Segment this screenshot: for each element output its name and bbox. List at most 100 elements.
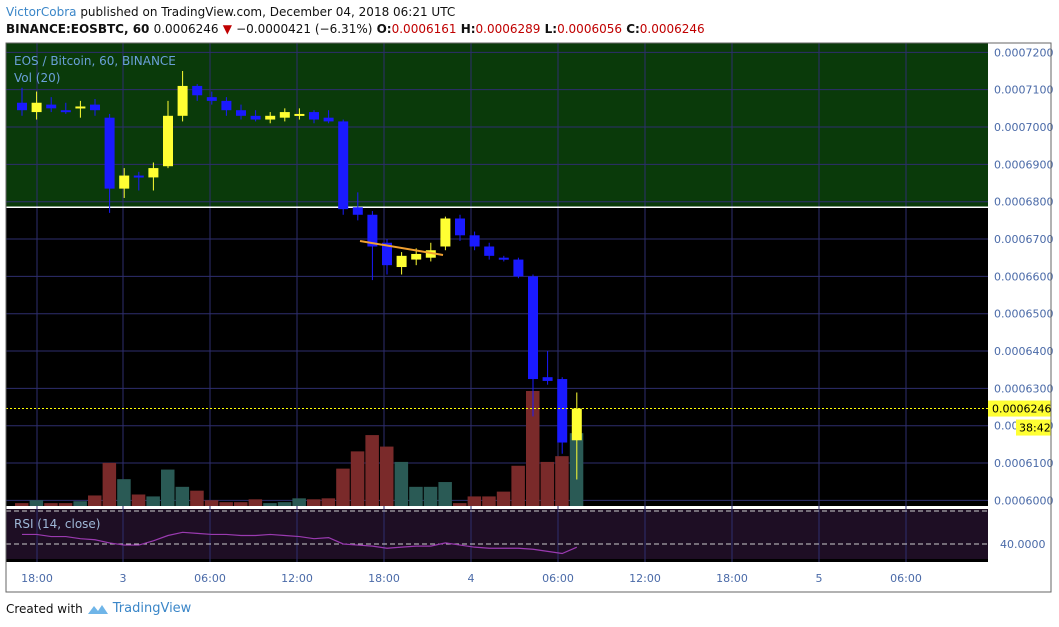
countdown-tag	[1016, 419, 1051, 436]
price-tick-label: 0.0006000	[994, 494, 1054, 507]
candle-body	[294, 113, 305, 116]
high-value: 0.0006289	[475, 22, 541, 36]
time-tick-label: 12:00	[281, 572, 313, 585]
footer: Created with TradingView	[6, 601, 191, 616]
price-tick-label: 0.0006100	[994, 457, 1054, 470]
volume-bar	[58, 503, 73, 506]
tradingview-brand[interactable]: TradingView	[112, 601, 192, 616]
candle-body	[352, 207, 363, 215]
candle-body	[163, 115, 173, 167]
volume-bar	[29, 500, 44, 506]
volume-bar	[350, 451, 365, 506]
price-tick-label: 0.0007200	[994, 46, 1054, 59]
volume-bar	[380, 446, 394, 506]
candle-body	[75, 106, 86, 109]
author-link[interactable]: VictorCobra	[6, 5, 77, 19]
volume-bar	[248, 499, 263, 506]
volume-bar	[540, 461, 555, 506]
volume-bar	[438, 482, 452, 506]
candle-body	[440, 218, 451, 247]
candle-body	[279, 112, 290, 118]
candle-body	[323, 117, 334, 122]
volume-bar	[15, 503, 29, 506]
time-tick-label: 18:00	[21, 572, 53, 585]
candle-body	[484, 246, 495, 256]
rsi-label: RSI (14, close)	[14, 517, 101, 531]
close-value: 0.0006246	[639, 22, 705, 36]
price-axis	[988, 43, 1051, 592]
low-label: L:	[544, 22, 558, 36]
volume-bar	[73, 501, 87, 506]
high-label: H:	[460, 22, 476, 36]
volume-bar	[234, 502, 248, 506]
volume-bar	[175, 486, 190, 506]
volume-bar	[102, 462, 117, 506]
candle-body	[309, 112, 319, 120]
candle-body	[411, 253, 422, 260]
price-tick-label: 0.0006500	[994, 308, 1054, 321]
created-with-text: Created with	[6, 601, 83, 616]
volume-bar	[526, 391, 540, 506]
open-label: O:	[376, 22, 392, 36]
candle-body	[382, 242, 392, 266]
price-tick-label: 0.0006900	[994, 158, 1054, 171]
close-label: C:	[626, 22, 640, 36]
volume-bar	[482, 496, 496, 506]
volume-bar	[467, 496, 482, 506]
rsi-band	[6, 509, 988, 559]
candle-body	[119, 175, 130, 189]
candle-body	[528, 276, 538, 380]
time-axis	[6, 562, 988, 592]
volume-bar	[292, 498, 306, 506]
time-tick-label: 3	[120, 572, 127, 585]
series-title: EOS / Bitcoin, 60, BINANCE	[14, 54, 176, 68]
time-tick-label: 18:00	[716, 572, 748, 585]
candle-body	[177, 85, 188, 116]
candle-body	[571, 408, 582, 441]
open-value: 0.0006161	[391, 22, 457, 36]
rsi-tick-label: 40.0000	[1000, 538, 1046, 551]
volume-bar	[307, 499, 321, 506]
time-tick-label: 5	[816, 572, 823, 585]
candle-body	[469, 235, 480, 247]
trendline	[359, 240, 444, 256]
last-price: 0.0006246	[153, 22, 219, 36]
time-tick-label: 06:00	[890, 572, 922, 585]
candle-body	[236, 110, 246, 116]
volume-bar	[146, 496, 160, 506]
volume-bar	[190, 490, 204, 506]
time-tick-label: 06:00	[542, 572, 574, 585]
low-value: 0.0006056	[557, 22, 622, 36]
price-chart[interactable]: 0.0007200 0.0007100 0.0007000 0.0006900 0.00…	[0, 0, 1059, 600]
volume-bar	[161, 469, 175, 506]
chart-frame	[5, 42, 1052, 593]
volume-bar	[496, 491, 511, 506]
candle-body	[542, 377, 553, 381]
candle-body	[90, 104, 100, 111]
volume-bar	[423, 486, 438, 506]
candle-body	[46, 104, 57, 109]
volume-bar	[409, 486, 423, 506]
candle-body	[265, 115, 276, 120]
price-tick-label: 0.0006600	[994, 270, 1054, 283]
volume-bar	[511, 465, 525, 506]
price-change: −0.0000421 (−6.31%)	[236, 22, 373, 36]
volume-bar	[117, 479, 131, 506]
candle-body	[31, 102, 42, 113]
candle-body	[498, 257, 509, 260]
candle-body	[104, 117, 115, 189]
tradingview-logo-icon	[87, 604, 108, 614]
candle-body	[60, 110, 71, 113]
candle-body	[396, 255, 407, 268]
volume-bar	[131, 494, 146, 506]
candle-body	[367, 214, 378, 247]
time-tick-label: 4	[468, 572, 475, 585]
candle-body	[513, 259, 524, 277]
countdown-label: 38:42	[1019, 422, 1051, 435]
candle-body	[557, 379, 568, 443]
volume-bar	[365, 435, 379, 506]
candle-body	[148, 168, 159, 178]
candle-body	[250, 115, 261, 120]
price-tick-label: 0.0007100	[994, 84, 1054, 97]
rsi-line	[22, 531, 578, 555]
